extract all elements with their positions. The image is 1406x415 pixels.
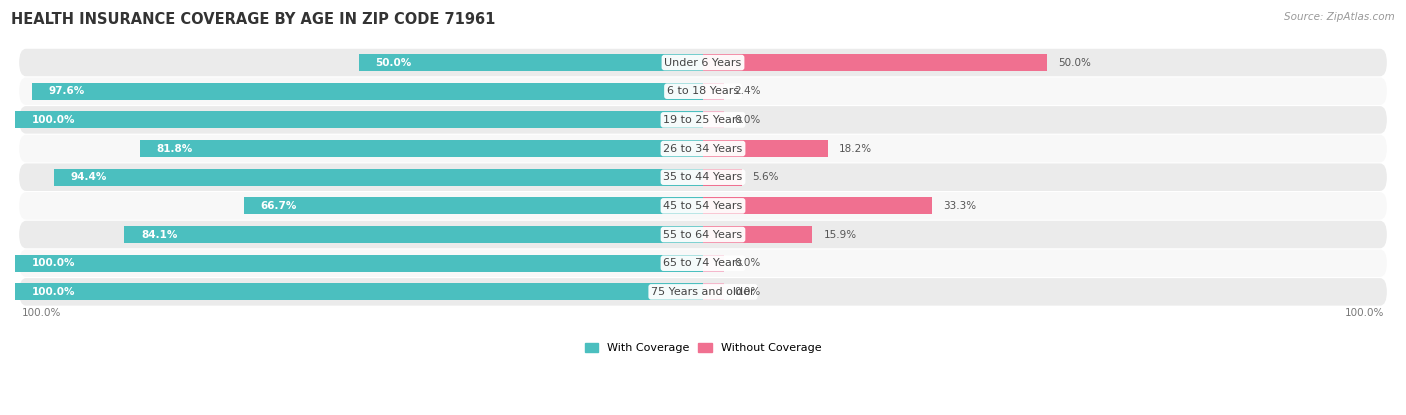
Text: 66.7%: 66.7% xyxy=(260,201,297,211)
Bar xyxy=(15,255,703,272)
FancyBboxPatch shape xyxy=(20,192,1386,220)
Text: 15.9%: 15.9% xyxy=(824,229,856,239)
Bar xyxy=(703,283,724,300)
Text: 50.0%: 50.0% xyxy=(1057,58,1091,68)
Text: 26 to 34 Years: 26 to 34 Years xyxy=(664,144,742,154)
Text: 6 to 18 Years: 6 to 18 Years xyxy=(666,86,740,96)
Text: 50.0%: 50.0% xyxy=(375,58,412,68)
Text: 0.0%: 0.0% xyxy=(735,287,761,297)
Text: Under 6 Years: Under 6 Years xyxy=(665,58,741,68)
Text: 65 to 74 Years: 65 to 74 Years xyxy=(664,258,742,268)
FancyBboxPatch shape xyxy=(20,135,1386,162)
Legend: With Coverage, Without Coverage: With Coverage, Without Coverage xyxy=(581,338,825,357)
Bar xyxy=(15,111,703,129)
Bar xyxy=(703,197,932,215)
FancyBboxPatch shape xyxy=(20,164,1386,191)
Text: 100.0%: 100.0% xyxy=(31,258,75,268)
FancyBboxPatch shape xyxy=(20,221,1386,248)
Text: 33.3%: 33.3% xyxy=(943,201,976,211)
Bar xyxy=(703,83,724,100)
Text: 100.0%: 100.0% xyxy=(31,115,75,125)
Text: 75 Years and older: 75 Years and older xyxy=(651,287,755,297)
Bar xyxy=(703,255,724,272)
Text: HEALTH INSURANCE COVERAGE BY AGE IN ZIP CODE 71961: HEALTH INSURANCE COVERAGE BY AGE IN ZIP … xyxy=(11,12,496,27)
FancyBboxPatch shape xyxy=(20,49,1386,76)
Text: 0.0%: 0.0% xyxy=(735,258,761,268)
Text: 35 to 44 Years: 35 to 44 Years xyxy=(664,172,742,182)
Text: 18.2%: 18.2% xyxy=(839,144,872,154)
Bar xyxy=(141,140,703,157)
Bar xyxy=(703,111,724,129)
Bar xyxy=(703,168,741,186)
Bar xyxy=(359,54,703,71)
Bar xyxy=(703,226,813,243)
Text: 55 to 64 Years: 55 to 64 Years xyxy=(664,229,742,239)
Text: 100.0%: 100.0% xyxy=(1344,308,1384,317)
Bar xyxy=(31,83,703,100)
FancyBboxPatch shape xyxy=(20,278,1386,305)
Bar xyxy=(15,283,703,300)
Text: 2.4%: 2.4% xyxy=(735,86,761,96)
FancyBboxPatch shape xyxy=(20,106,1386,134)
Text: 84.1%: 84.1% xyxy=(141,229,177,239)
Text: 81.8%: 81.8% xyxy=(156,144,193,154)
Text: 5.6%: 5.6% xyxy=(752,172,779,182)
Bar xyxy=(124,226,703,243)
Text: Source: ZipAtlas.com: Source: ZipAtlas.com xyxy=(1284,12,1395,22)
Text: 100.0%: 100.0% xyxy=(22,308,62,317)
Bar xyxy=(245,197,703,215)
Bar xyxy=(703,140,828,157)
Text: 45 to 54 Years: 45 to 54 Years xyxy=(664,201,742,211)
Bar xyxy=(703,54,1047,71)
Text: 97.6%: 97.6% xyxy=(48,86,84,96)
Text: 0.0%: 0.0% xyxy=(735,115,761,125)
Text: 94.4%: 94.4% xyxy=(70,172,107,182)
FancyBboxPatch shape xyxy=(20,249,1386,277)
FancyBboxPatch shape xyxy=(20,78,1386,105)
Text: 19 to 25 Years: 19 to 25 Years xyxy=(664,115,742,125)
Text: 100.0%: 100.0% xyxy=(31,287,75,297)
Bar xyxy=(53,168,703,186)
